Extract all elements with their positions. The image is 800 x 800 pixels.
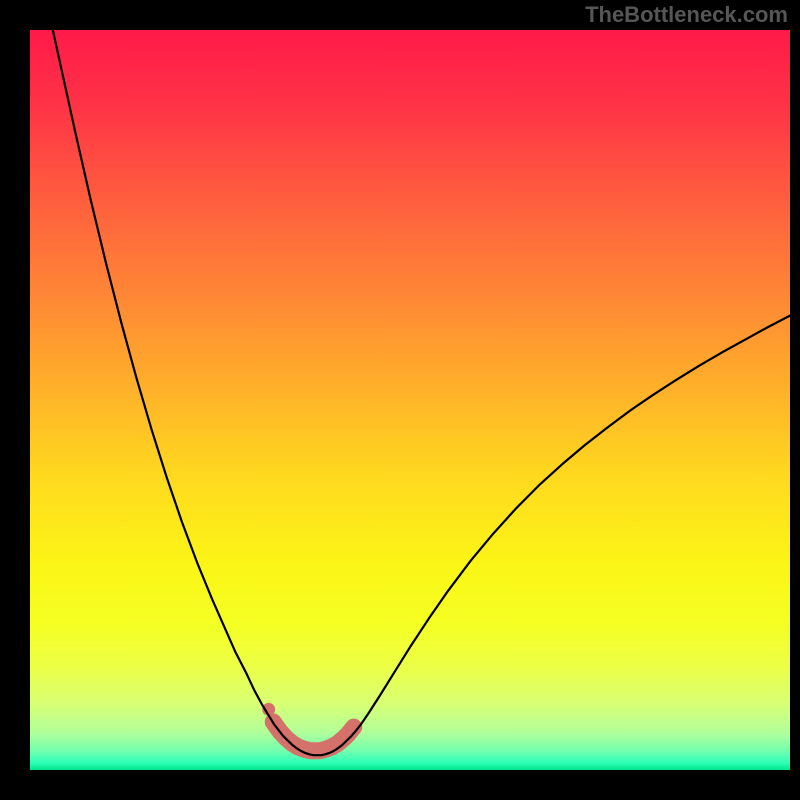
chart-svg <box>30 30 790 770</box>
frame-border-bottom <box>0 770 800 800</box>
bottleneck-curve <box>53 30 790 755</box>
frame-border-left <box>0 0 30 800</box>
frame-border-right <box>790 0 800 800</box>
watermark-text: TheBottleneck.com <box>585 2 788 28</box>
plot-area <box>30 30 790 770</box>
